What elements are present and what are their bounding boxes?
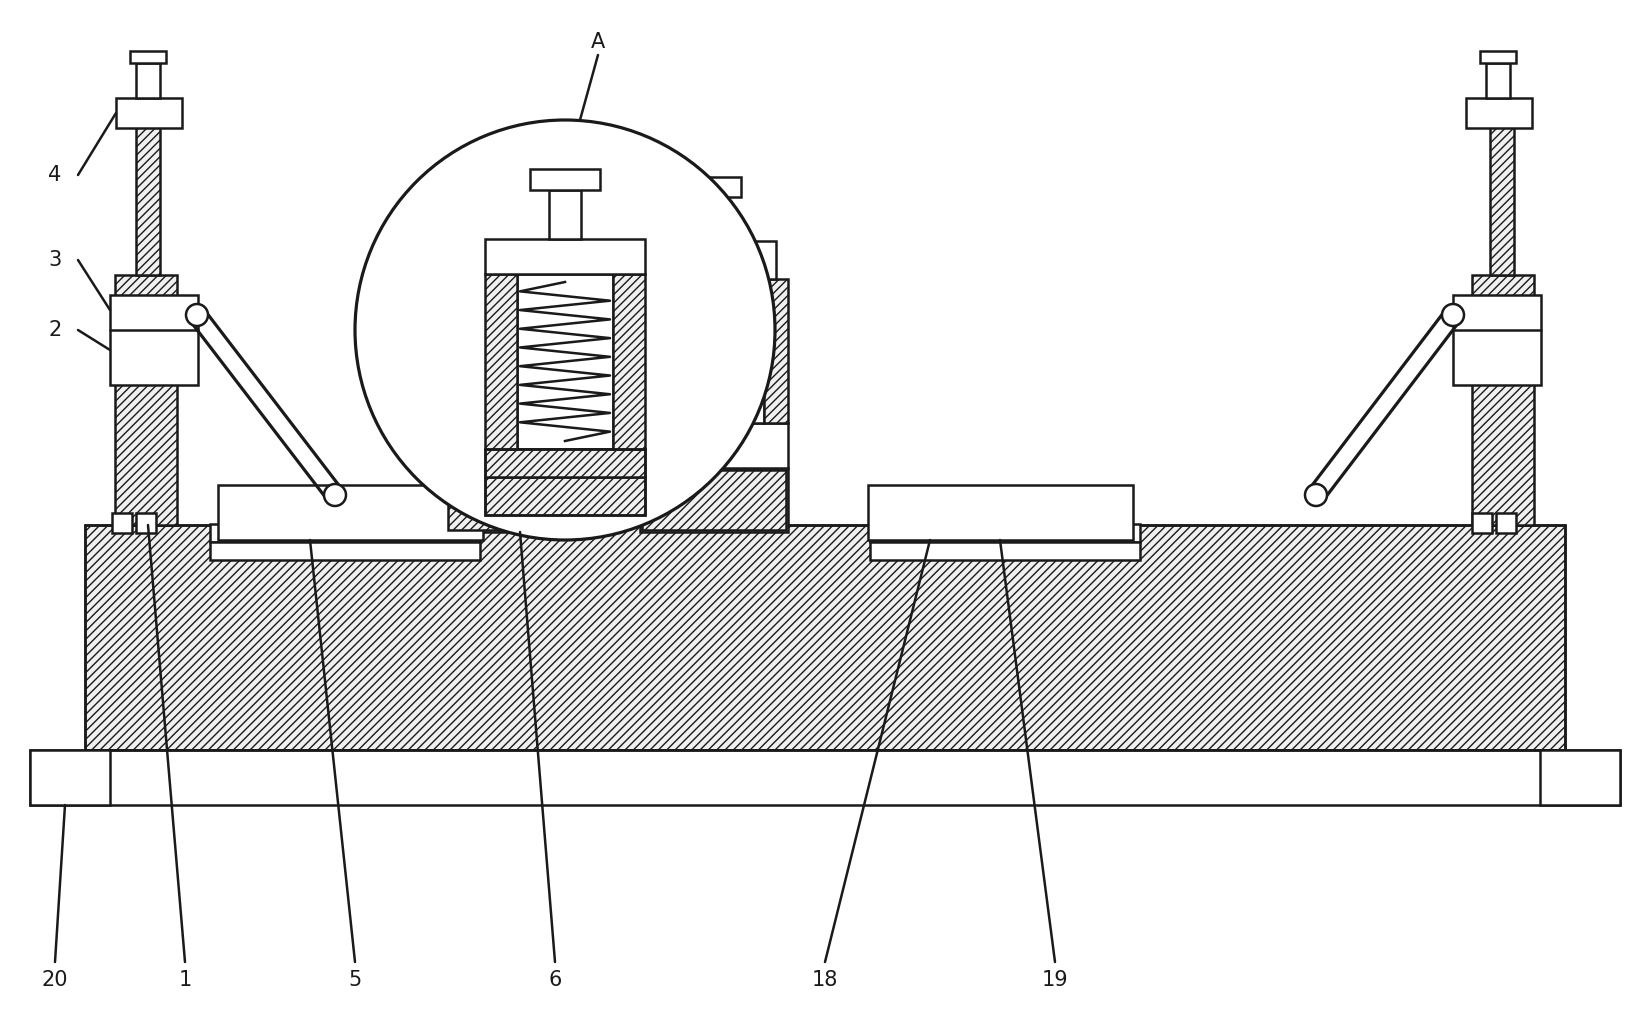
Bar [1472, 275, 1533, 525]
Bar [1480, 52, 1515, 63]
Text: A: A [590, 32, 605, 52]
Bar [763, 279, 788, 423]
Bar [110, 295, 198, 385]
Circle shape [323, 484, 346, 506]
Bar [664, 279, 763, 423]
Bar [870, 524, 1139, 542]
Bar [570, 279, 593, 423]
Circle shape [1304, 484, 1327, 506]
Bar [218, 485, 483, 540]
Bar [115, 98, 181, 128]
Bar [448, 470, 592, 530]
Bar [135, 513, 157, 533]
Bar [485, 239, 644, 274]
Bar [494, 177, 547, 197]
Bar [641, 470, 786, 530]
Bar [517, 274, 613, 449]
Bar [1452, 295, 1541, 385]
Bar [485, 449, 644, 477]
Bar [445, 468, 593, 533]
Bar [687, 177, 740, 197]
Bar [651, 241, 776, 279]
Bar [529, 169, 600, 190]
Bar [1465, 98, 1531, 128]
Bar [130, 52, 166, 63]
Text: 4: 4 [48, 165, 61, 185]
Text: 18: 18 [811, 970, 837, 990]
Bar [458, 241, 582, 279]
Bar [549, 190, 580, 239]
Bar [485, 274, 517, 449]
Bar [30, 750, 1618, 805]
Bar [30, 750, 110, 805]
Bar [445, 279, 470, 423]
Bar [613, 274, 644, 449]
Bar [639, 423, 788, 468]
Bar [209, 524, 480, 542]
Bar [870, 542, 1139, 560]
Bar [867, 485, 1132, 540]
Text: 6: 6 [549, 970, 562, 990]
Text: 2: 2 [48, 320, 61, 340]
Bar [639, 279, 664, 423]
Text: 3: 3 [48, 250, 61, 270]
Bar [470, 279, 570, 423]
Bar [445, 423, 593, 468]
Text: 20: 20 [41, 970, 68, 990]
Bar [135, 63, 160, 98]
Bar [115, 275, 176, 525]
Text: 5: 5 [348, 970, 361, 990]
Bar [1490, 115, 1513, 275]
Circle shape [186, 304, 208, 327]
Bar [639, 468, 788, 533]
Bar [1539, 750, 1618, 805]
Text: 19: 19 [1042, 970, 1068, 990]
Bar [509, 197, 532, 241]
Text: 1: 1 [178, 970, 191, 990]
Bar [485, 477, 644, 515]
Bar [485, 449, 644, 515]
Bar [1485, 63, 1510, 98]
Bar [1495, 513, 1515, 533]
Bar [1472, 513, 1491, 533]
Bar [209, 542, 480, 560]
Circle shape [354, 121, 775, 540]
Bar [135, 115, 160, 275]
Bar [702, 197, 725, 241]
Circle shape [1440, 304, 1463, 327]
Bar [86, 525, 1564, 750]
Bar [112, 513, 132, 533]
